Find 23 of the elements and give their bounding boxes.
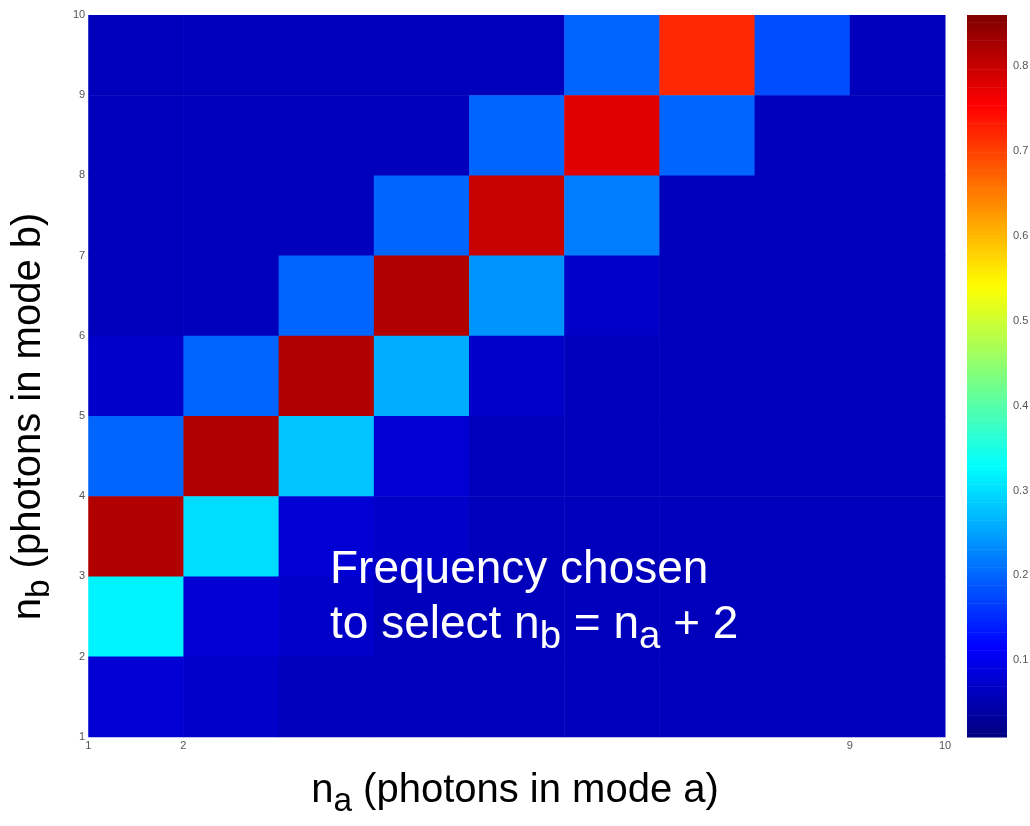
y-tick-label: 4 (79, 489, 86, 502)
x-tick-label: 2 (180, 739, 187, 752)
color-bar-label: 0.5 (1013, 313, 1029, 326)
y-tick-label: 6 (79, 328, 86, 341)
y-tick-label: 1 (79, 729, 86, 742)
x-axis-title: n$_{a}$ (photons in mode a) (310, 766, 720, 819)
x-tick-label: 10 (938, 739, 952, 752)
color-bar-label: 0.2 (1013, 568, 1029, 581)
y-tick-label: 10 (72, 8, 86, 21)
y-tick-label: 8 (79, 168, 86, 181)
color-bar-label: 0.1 (1013, 653, 1029, 666)
y-tick-label: 3 (79, 569, 86, 582)
color-bar-label: 0.7 (1013, 143, 1029, 156)
annotation: Frequency chosen to select n$_{b}$ = n$_{a}$ + 2 (330, 540, 739, 659)
y-tick-label: 7 (79, 248, 86, 261)
y-tick-label: 5 (79, 409, 86, 422)
color-bar-label: 0.8 (1013, 58, 1029, 71)
color-bar-label: 0.3 (1013, 483, 1029, 496)
y-tick-label: 9 (79, 88, 86, 101)
x-tick-label: 9 (846, 739, 853, 752)
color-bar-label: 0.4 (1013, 398, 1029, 411)
color-bar-label: 0.6 (1013, 228, 1029, 241)
y-tick-label: 2 (79, 649, 86, 662)
